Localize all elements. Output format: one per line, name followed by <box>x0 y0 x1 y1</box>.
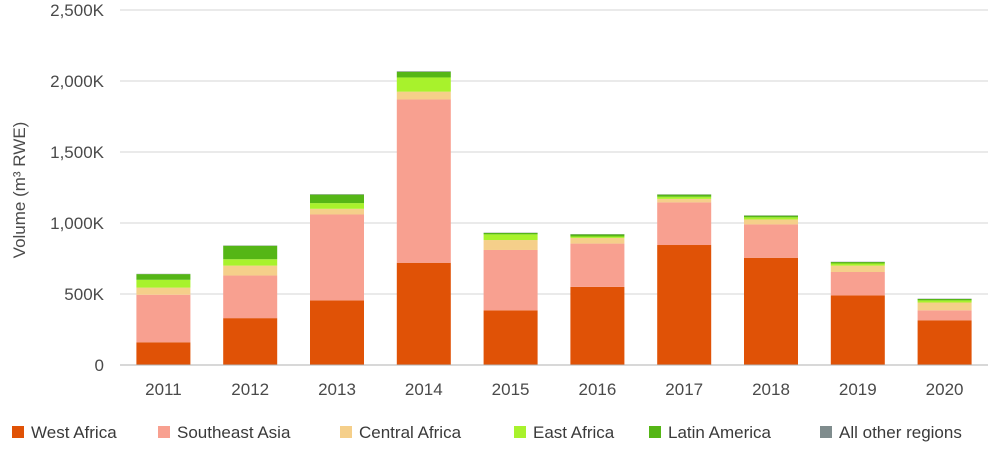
bar-segment-2013-east-africa <box>310 203 364 209</box>
y-tick-label: 1,000K <box>50 214 105 233</box>
bar-segment-2015-central-africa <box>483 240 538 250</box>
legend-label-latin-america: Latin America <box>668 423 772 442</box>
legend-swatch-central-africa <box>340 426 352 438</box>
bar-segment-2011-latin-america <box>136 274 191 280</box>
bar-segment-2012-east-africa <box>223 259 278 266</box>
x-tick-label: 2019 <box>839 380 877 399</box>
x-tick-label: 2015 <box>492 380 530 399</box>
x-tick-label: 2020 <box>926 380 964 399</box>
bar-segment-2019-latin-america <box>830 262 885 264</box>
bar-segment-2014-west-africa <box>396 262 451 365</box>
bar-segment-2017-east-africa <box>657 196 712 199</box>
bar-segment-2014-central-africa <box>396 91 451 100</box>
bar-segment-2019-central-africa <box>830 265 885 272</box>
legend-label-southeast-asia: Southeast Asia <box>177 423 291 442</box>
x-tick-label: 2017 <box>665 380 703 399</box>
legend-label-central-africa: Central Africa <box>359 423 462 442</box>
bar-segment-2016-southeast-asia <box>570 243 625 287</box>
legend-swatch-southeast-asia <box>158 426 170 438</box>
bar-segment-2013-southeast-asia <box>310 214 364 301</box>
bar-segment-2013-central-africa <box>310 208 364 215</box>
bar-segment-2020-southeast-asia <box>917 310 972 321</box>
legend-swatch-west-africa <box>12 426 24 438</box>
y-tick-label: 2,500K <box>50 1 105 20</box>
bar-segment-2017-central-africa <box>657 198 712 203</box>
y-tick-label: 0 <box>95 356 104 375</box>
bar-segment-2011-southeast-asia <box>136 294 191 343</box>
x-tick-label: 2011 <box>145 380 182 399</box>
legend-swatch-latin-america <box>649 426 661 438</box>
y-tick-label: 1,500K <box>50 143 105 162</box>
y-tick-label: 500K <box>64 285 104 304</box>
y-tick-label: 2,000K <box>50 72 105 91</box>
x-tick-label: 2012 <box>231 380 269 399</box>
bar-segment-2016-east-africa <box>570 236 625 238</box>
bar-segment-2018-southeast-asia <box>744 224 798 258</box>
bar-segment-2014-southeast-asia <box>396 99 451 263</box>
bar-segment-2017-southeast-asia <box>657 202 712 246</box>
legend-label-west-africa: West Africa <box>31 423 117 442</box>
bar-segment-2017-west-africa <box>657 245 712 365</box>
bar-segment-2015-southeast-asia <box>483 249 538 311</box>
bar-segment-2016-latin-america <box>570 234 625 237</box>
bar-segment-2020-east-africa <box>917 300 972 303</box>
bar-segment-2014-all-other-regions <box>396 71 451 72</box>
x-tick-label: 2014 <box>405 380 443 399</box>
bar-segment-2015-west-africa <box>483 310 538 365</box>
bar-segment-2011-west-africa <box>136 342 191 365</box>
bar-segment-2016-west-africa <box>570 286 625 365</box>
bar-segment-2019-east-africa <box>830 263 885 266</box>
y-axis-title: Volume (m³ RWE) <box>10 122 29 259</box>
bar-segment-2014-latin-america <box>396 71 451 78</box>
bar-segment-2020-central-africa <box>917 302 972 311</box>
x-tick-label: 2013 <box>318 380 356 399</box>
bar-segment-2014-east-africa <box>396 77 451 92</box>
bar-segment-2015-east-africa <box>483 234 538 241</box>
bar-segment-2018-east-africa <box>744 217 798 220</box>
bar-segment-2019-west-africa <box>830 295 885 365</box>
bar-segment-2018-west-africa <box>744 257 798 365</box>
bar-segment-2013-west-africa <box>310 300 364 365</box>
bar-segment-2011-central-africa <box>136 287 191 295</box>
axes: 0 500K 1,000K 1,500K 2,000K 2,500K Volume (m³ … <box>10 1 988 399</box>
bar-segment-2011-east-africa <box>136 279 191 288</box>
x-tick-label: 2018 <box>752 380 790 399</box>
bar-segment-2013-latin-america <box>310 194 364 204</box>
x-tick-label: 2016 <box>578 380 616 399</box>
legend-label-all-other-regions: All other regions <box>839 423 962 442</box>
bar-segment-2020-latin-america <box>917 298 972 301</box>
bar-segment-2016-central-africa <box>570 237 625 244</box>
bar-segment-2015-latin-america <box>483 232 538 235</box>
bar-segment-2012-southeast-asia <box>223 275 278 319</box>
bar-segment-2017-latin-america <box>657 194 712 197</box>
bar-segment-2018-latin-america <box>744 215 798 218</box>
legend: West Africa Southeast Asia Central Africa E… <box>12 423 962 442</box>
bar-segment-2019-southeast-asia <box>830 271 885 296</box>
bar-segment-2012-central-africa <box>223 265 278 276</box>
bar-segment-2012-west-africa <box>223 318 278 365</box>
bars <box>136 71 972 365</box>
bar-segment-2012-latin-america <box>223 245 278 260</box>
bar-segment-2020-west-africa <box>917 320 972 365</box>
legend-swatch-all-other-regions <box>820 426 832 438</box>
legend-label-east-africa: East Africa <box>533 423 615 442</box>
legend-swatch-east-africa <box>514 426 526 438</box>
bar-segment-2018-central-africa <box>744 219 798 225</box>
